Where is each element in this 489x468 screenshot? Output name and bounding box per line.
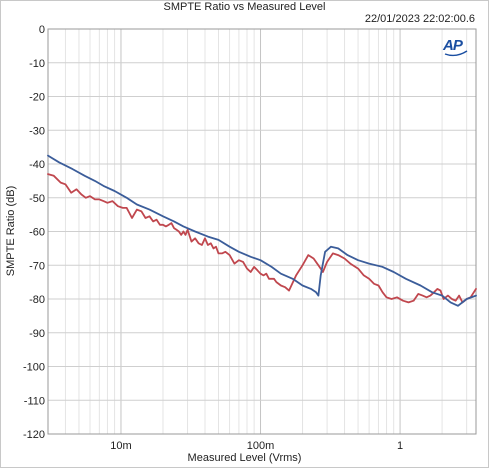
chart-title: SMPTE Ratio vs Measured Level [163, 1, 326, 13]
x-tick-label: 1 [397, 440, 403, 452]
y-tick-label: -70 [29, 260, 45, 272]
x-tick-label: 10m [110, 440, 131, 452]
y-tick-label: 0 [39, 24, 45, 36]
ap-logo-swoosh-icon [444, 50, 468, 57]
plot-frame [47, 28, 477, 435]
y-tick-label: -40 [29, 159, 45, 171]
ap-logo-text: AP [443, 37, 463, 54]
y-tick-label: -110 [24, 395, 45, 407]
x-axis-label: Measured Level (Vrms) [187, 452, 302, 464]
y-tick-label: -10 [29, 58, 45, 70]
y-tick-label: -90 [29, 328, 45, 340]
y-tick-label: -120 [23, 429, 45, 441]
y-tick-label: -100 [23, 362, 45, 374]
x-tick-label: 100m [247, 440, 275, 452]
timestamp: 22/01/2023 22:02:00.6 [364, 13, 475, 25]
series-line-1 [47, 154, 477, 307]
y-tick-label: -60 [29, 227, 45, 239]
y-tick-label: -30 [29, 125, 45, 137]
ap-logo: AP [443, 37, 469, 57]
y-tick-label: -20 [29, 92, 45, 104]
y-tick-label: -80 [29, 294, 45, 306]
y-tick-label: -50 [29, 193, 45, 205]
series-line-2 [47, 173, 477, 304]
